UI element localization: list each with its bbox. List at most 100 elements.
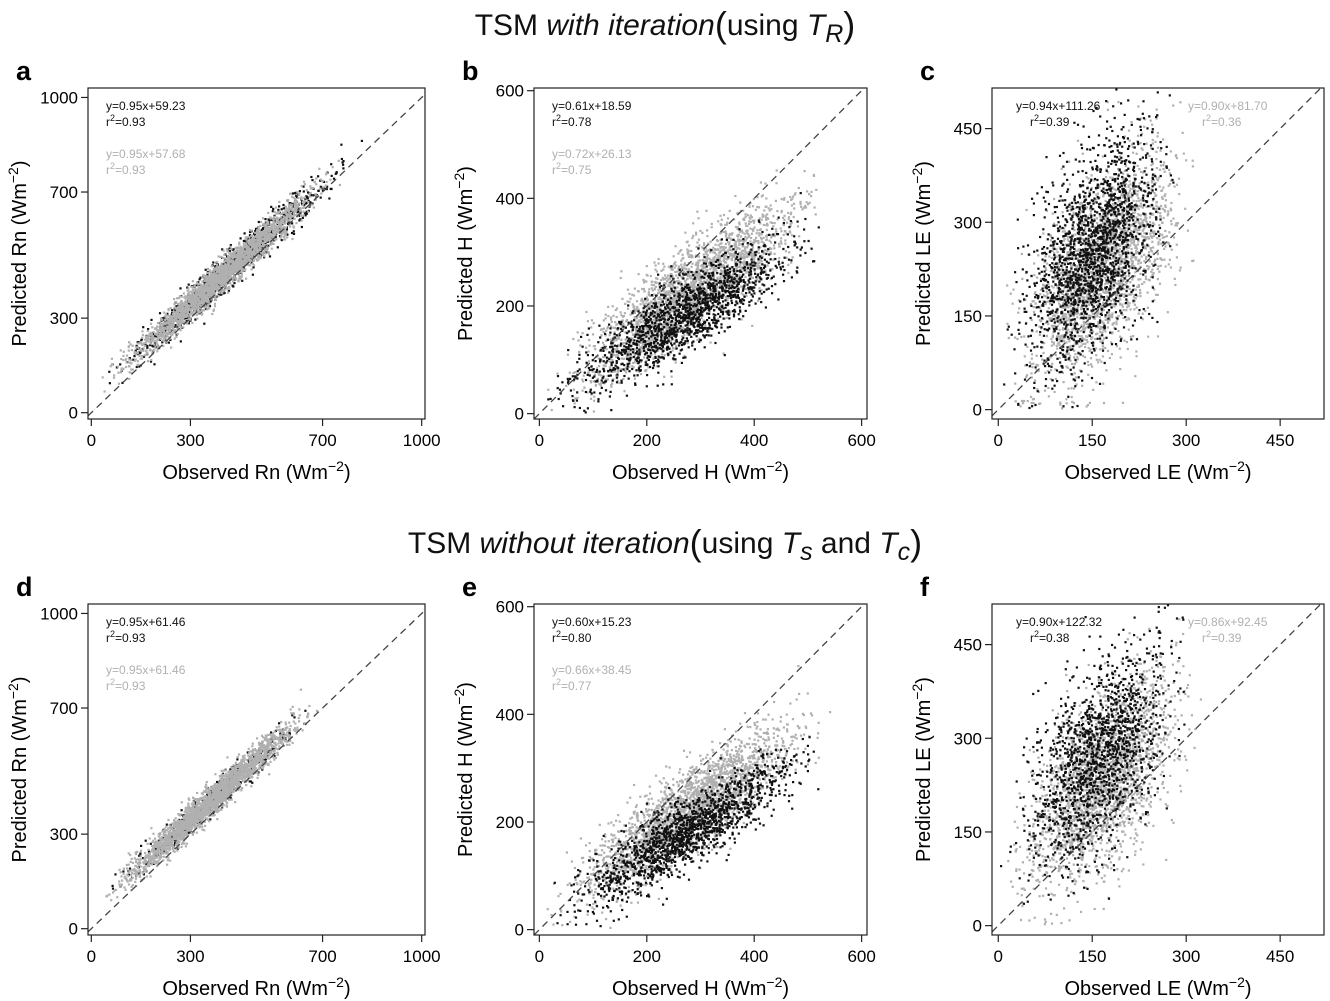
scatter-point bbox=[133, 352, 136, 355]
scatter-point bbox=[168, 315, 171, 318]
scatter-point bbox=[195, 281, 199, 284]
scatter-point bbox=[155, 333, 158, 336]
scatter-point bbox=[815, 188, 818, 191]
scatter-point bbox=[138, 365, 141, 368]
scatter-point bbox=[744, 250, 747, 253]
title-subscript-2: c bbox=[898, 538, 911, 566]
scatter-point bbox=[714, 251, 717, 254]
scatter-point bbox=[682, 274, 685, 277]
scatter-point bbox=[183, 320, 186, 323]
scatter-point bbox=[287, 208, 290, 211]
scatter-point bbox=[242, 247, 245, 251]
scatter-point bbox=[227, 258, 230, 261]
scatter-point bbox=[260, 238, 263, 241]
scatter-point bbox=[334, 172, 337, 175]
scatter-point bbox=[265, 222, 268, 225]
scatter-point bbox=[253, 233, 257, 237]
scatter-point bbox=[171, 312, 174, 315]
scatter-point bbox=[674, 288, 677, 291]
scatter-point bbox=[190, 307, 193, 310]
scatter-point bbox=[179, 316, 182, 319]
scatter-point bbox=[294, 210, 297, 213]
scatter-point bbox=[568, 371, 571, 374]
scatter-point bbox=[108, 370, 111, 373]
scatter-point bbox=[174, 317, 177, 320]
scatter-point bbox=[740, 239, 743, 242]
scatter-point bbox=[642, 281, 646, 284]
scatter-point bbox=[125, 361, 128, 364]
scatter-point bbox=[760, 260, 763, 263]
scatter-point bbox=[710, 295, 713, 298]
scatter-point bbox=[603, 382, 606, 385]
scatter-point bbox=[593, 399, 596, 402]
scatter-point bbox=[588, 344, 591, 347]
scatter-point bbox=[337, 159, 340, 162]
scatter-point bbox=[663, 297, 666, 301]
scatter-point bbox=[136, 363, 139, 366]
scatter-point bbox=[146, 344, 149, 347]
scatter-point bbox=[629, 297, 632, 300]
scatter-point bbox=[688, 321, 691, 324]
scatter-point bbox=[139, 351, 142, 354]
scatter-point bbox=[250, 255, 253, 258]
scatter-point bbox=[215, 295, 218, 298]
scatter-point bbox=[700, 284, 703, 287]
scatter-point bbox=[178, 295, 181, 298]
scatter-point bbox=[674, 361, 677, 364]
scatter-point bbox=[127, 346, 130, 349]
scatter-point bbox=[647, 305, 650, 308]
scatter-point bbox=[125, 365, 128, 369]
scatter-point bbox=[747, 255, 750, 258]
scatter-point bbox=[704, 324, 707, 327]
scatter-point bbox=[140, 340, 143, 344]
scatter-point bbox=[756, 240, 759, 243]
scatter-point bbox=[254, 243, 257, 246]
scatter-point bbox=[290, 215, 293, 218]
scatter-point bbox=[193, 295, 196, 298]
scatter-point bbox=[749, 214, 752, 217]
scatter-point bbox=[255, 230, 259, 233]
scatter-point bbox=[300, 196, 303, 199]
scatter-point bbox=[149, 322, 153, 325]
scatter-point bbox=[162, 333, 165, 336]
scatter-point bbox=[615, 339, 618, 342]
scatter-point bbox=[695, 307, 698, 310]
scatter-point bbox=[620, 314, 623, 317]
scatter-point bbox=[168, 323, 171, 326]
scatter-point bbox=[220, 274, 223, 277]
scatter-point bbox=[739, 301, 742, 304]
scatter-point bbox=[713, 248, 716, 251]
scatter-point bbox=[166, 322, 170, 325]
scatter-point bbox=[276, 216, 279, 219]
scatter-point bbox=[239, 255, 242, 258]
scatter-point bbox=[193, 307, 197, 310]
scatter-point bbox=[202, 291, 206, 294]
scatter-point bbox=[207, 275, 210, 278]
scatter-point bbox=[231, 277, 234, 280]
scatter-point bbox=[728, 246, 731, 249]
scatter-point bbox=[177, 310, 180, 313]
scatter-point bbox=[602, 356, 605, 359]
scatter-point bbox=[127, 349, 130, 352]
scatter-point bbox=[755, 236, 758, 239]
title-paren-open: ( bbox=[715, 4, 727, 45]
scatter-point bbox=[185, 310, 188, 313]
scatter-point bbox=[787, 218, 790, 221]
scatter-point bbox=[804, 206, 808, 209]
scatter-point bbox=[632, 324, 635, 327]
scatter-point bbox=[219, 264, 222, 267]
scatter-point bbox=[583, 386, 586, 389]
scatter-point bbox=[122, 367, 125, 370]
scatter-point bbox=[744, 247, 747, 250]
scatter-point bbox=[328, 197, 331, 200]
scatter-point bbox=[709, 251, 712, 254]
scatter-point bbox=[581, 332, 584, 335]
scatter-point bbox=[164, 329, 167, 333]
scatter-point bbox=[659, 301, 662, 304]
scatter-point bbox=[274, 230, 278, 233]
scatter-point bbox=[162, 344, 165, 348]
scatter-point bbox=[273, 210, 276, 213]
scatter-point bbox=[264, 232, 267, 235]
scatter-point bbox=[288, 215, 291, 218]
